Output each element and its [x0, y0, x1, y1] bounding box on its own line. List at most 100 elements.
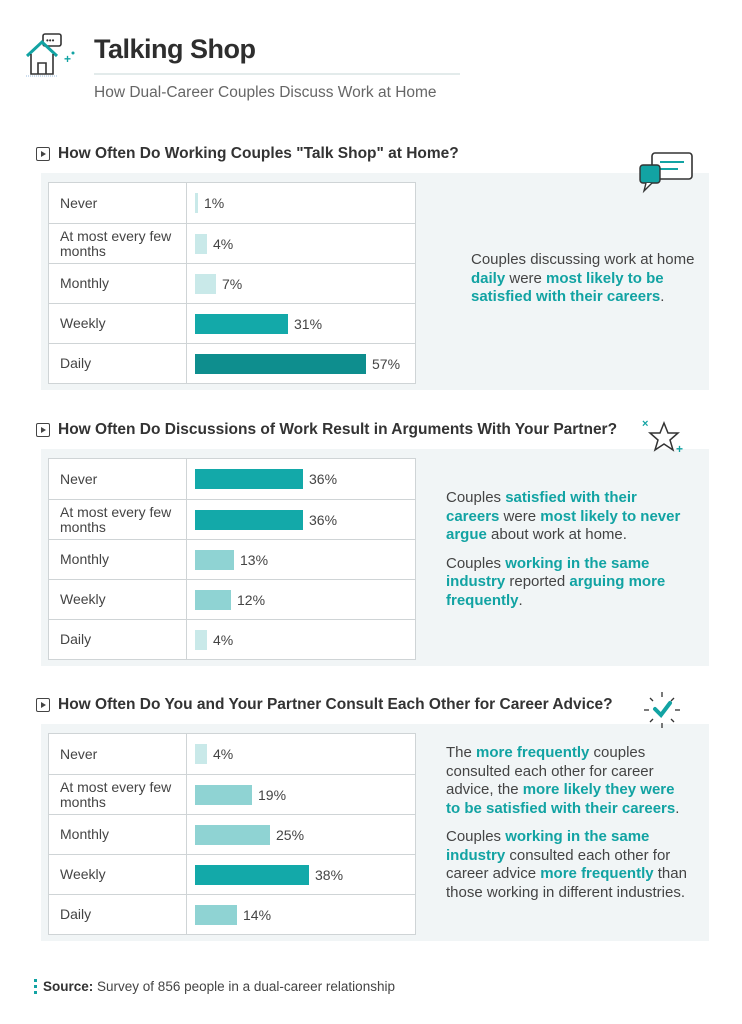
note-text: .	[518, 591, 523, 609]
checkmark-icon	[640, 690, 684, 735]
table-row: Daily 4%	[49, 619, 415, 659]
value-label: 38%	[315, 866, 344, 883]
category-label: At most every few months	[49, 775, 187, 814]
svg-text:+: +	[64, 52, 71, 66]
chat-bubbles-icon	[638, 151, 698, 204]
table-row: Never 36%	[49, 459, 415, 499]
bar	[195, 509, 303, 530]
bar-table: Never 4% At most every few months 19% Monthl…	[48, 733, 416, 935]
note-highlight: daily	[471, 269, 506, 287]
note-highlight: more frequently	[476, 744, 590, 761]
bar	[195, 233, 207, 254]
page-subtitle: How Dual-Career Couples Discuss Work at …	[94, 84, 437, 101]
table-row: At most every few months 4%	[49, 223, 415, 263]
value-label: 7%	[222, 275, 243, 292]
bar-table: Never 36% At most every few months 36% Month…	[48, 458, 416, 660]
note-highlight: working in the same industry	[446, 554, 650, 591]
source-text: Survey of 856 people in a dual-career re…	[97, 979, 395, 994]
note-paragraph: Couples working in the same industry con…	[446, 828, 691, 902]
value-label: 36%	[309, 511, 338, 528]
note-highlight: most likely to never argue	[446, 507, 681, 544]
note-highlight: more frequently	[540, 865, 654, 882]
category-label: Never	[49, 734, 187, 774]
category-label: Monthly	[49, 264, 187, 303]
table-row: At most every few months 19%	[49, 774, 415, 814]
note-text: Couples discussing work at home	[471, 251, 695, 268]
note-text: .	[675, 799, 680, 817]
category-label: Never	[49, 183, 187, 223]
source-note: Source: Survey of 856 people in a dual-c…	[34, 979, 395, 994]
bar	[195, 744, 207, 764]
category-label: At most every few months	[49, 224, 187, 263]
category-label: At most every few months	[49, 500, 187, 539]
note-paragraph: Couples satisfied with their careers wer…	[446, 489, 691, 545]
bar-table: Never 1% At most every few months 4% Monthly…	[48, 182, 416, 384]
note-highlight: working in the same industry	[446, 828, 650, 864]
note-highlight: most likely to be satisfied with their c…	[471, 269, 664, 306]
chart-title: How Often Do Working Couples "Talk Shop"…	[58, 145, 459, 162]
value-label: 19%	[258, 786, 287, 803]
note-paragraph: The more frequently couples consulted ea…	[446, 744, 691, 818]
note-highlight: arguing more frequently	[446, 573, 666, 609]
category-label: Daily	[49, 344, 187, 383]
note-text: Couples	[446, 554, 506, 572]
table-row: Never 4%	[49, 734, 415, 774]
note-paragraph: Couples working in the same industry rep…	[446, 555, 691, 611]
title-divider	[94, 73, 460, 75]
note-text: couples consulted each other for career …	[446, 744, 654, 798]
value-label: 14%	[243, 906, 272, 923]
bar	[195, 549, 234, 570]
note-text: were	[499, 507, 541, 525]
note-text: .	[660, 288, 665, 305]
table-row: Weekly 38%	[49, 854, 415, 894]
insight-note: The more frequently couples consulted ea…	[446, 744, 691, 912]
note-highlight: satisfied with their careers	[446, 489, 637, 525]
table-row: Monthly 13%	[49, 539, 415, 579]
bar	[195, 353, 366, 374]
category-label: Weekly	[49, 580, 187, 619]
chart-title: How Often Do You and Your Partner Consul…	[58, 696, 613, 713]
table-row: Daily 14%	[49, 894, 415, 934]
chart-panel: Never 4% At most every few months 19% Monthl…	[41, 724, 709, 941]
table-row: Monthly 7%	[49, 263, 415, 303]
chart-panel: Never 1% At most every few months 4% Monthly…	[41, 173, 709, 390]
bar	[195, 824, 270, 845]
chart-panel: Never 36% At most every few months 36% Month…	[41, 449, 709, 666]
table-row: Weekly 12%	[49, 579, 415, 619]
table-row: Monthly 25%	[49, 814, 415, 854]
note-text: than those working in different industri…	[446, 865, 687, 901]
svg-text:•••: •••	[46, 36, 55, 45]
source-label: Source:	[43, 979, 94, 994]
play-icon	[36, 147, 50, 161]
house-chat-logo-icon: ••• +	[25, 33, 75, 77]
svg-text:×: ×	[642, 418, 648, 430]
section-title: How Often Do Discussions of Work Result …	[36, 421, 617, 439]
note-text: consulted each other for career advice	[446, 846, 671, 883]
value-label: 36%	[309, 471, 338, 487]
section-title: How Often Do You and Your Partner Consul…	[36, 696, 613, 714]
bar	[195, 469, 303, 489]
page-title: Talking Shop	[94, 34, 256, 64]
note-text: about work at home.	[486, 526, 627, 543]
bar	[195, 589, 231, 610]
table-row: Weekly 31%	[49, 303, 415, 343]
category-label: Never	[49, 459, 187, 499]
value-label: 4%	[213, 631, 234, 648]
svg-text:+: +	[676, 442, 683, 455]
value-label: 13%	[240, 551, 269, 568]
note-text: Couples	[446, 828, 506, 845]
value-label: 1%	[204, 195, 225, 211]
star-icon: × +	[640, 415, 690, 460]
value-label: 57%	[372, 355, 401, 372]
bar	[195, 784, 252, 805]
bar	[195, 193, 198, 213]
value-label: 25%	[276, 826, 305, 843]
note-text: were	[505, 269, 547, 287]
category-label: Daily	[49, 620, 187, 659]
bar	[195, 904, 237, 925]
category-label: Monthly	[49, 540, 187, 579]
table-row: At most every few months 36%	[49, 499, 415, 539]
bar	[195, 629, 207, 650]
value-label: 4%	[213, 746, 234, 762]
bar	[195, 864, 309, 885]
